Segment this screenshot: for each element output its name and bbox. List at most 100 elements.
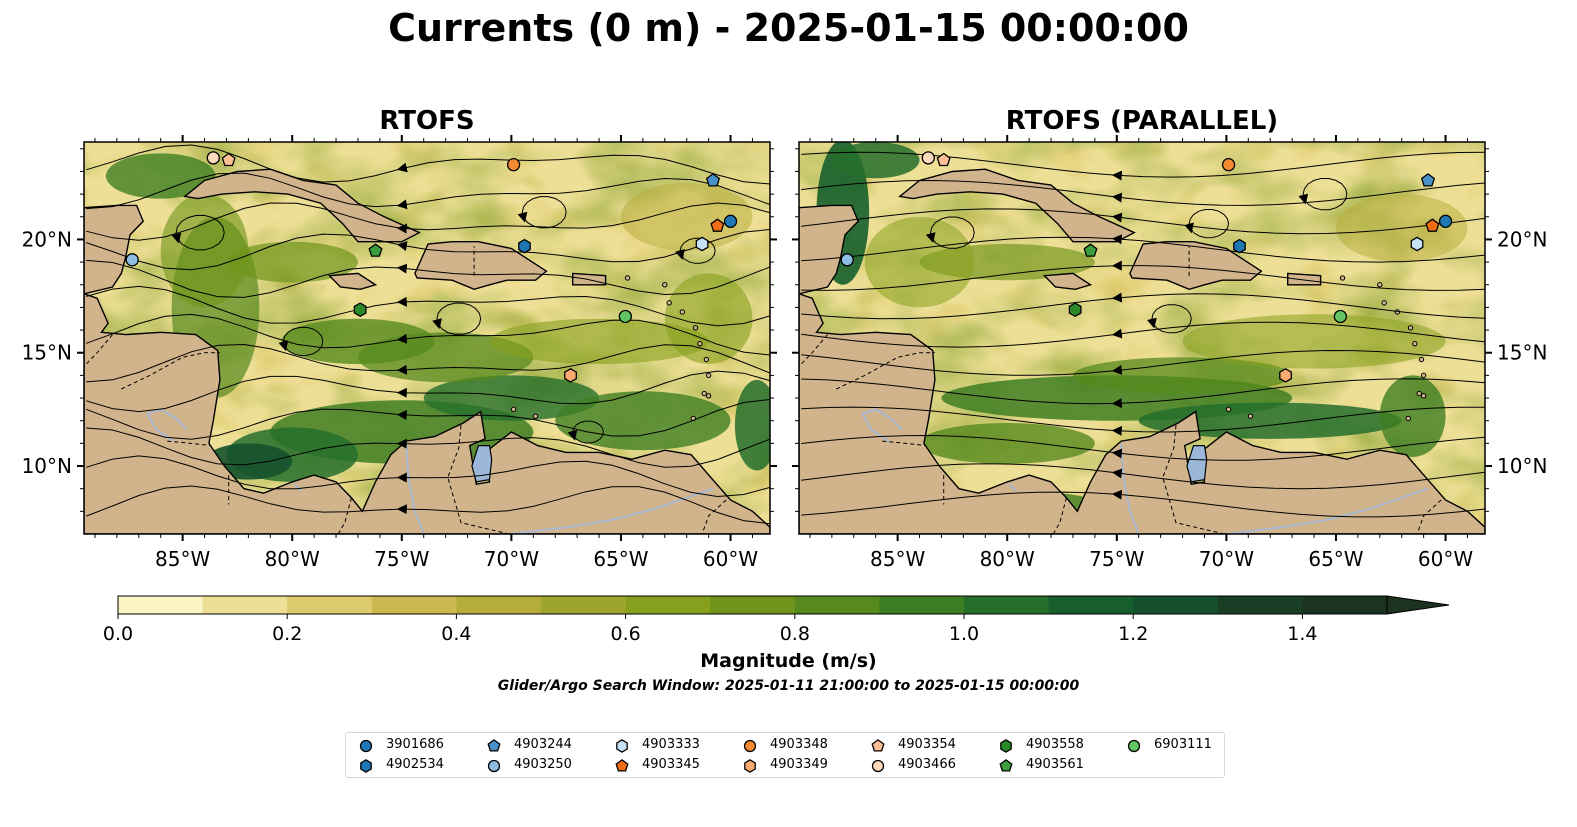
- streamline: [86, 259, 770, 298]
- island: [1247, 413, 1254, 419]
- current-jet: [620, 182, 753, 251]
- legend: 3901686 4902534 4903244 4903250 4903333 49033…: [345, 732, 1225, 778]
- map-panel-rtofs: 85°W 80°W 75°W 70°W 65°W 60°W 10°N 15°N 20°N: [22, 135, 777, 571]
- colorbar: 0.0 0.2 0.4 0.6 0.8 1.0 1.2 1.4: [103, 595, 1450, 645]
- lon-label: 80°W: [980, 547, 1035, 571]
- streamline: [801, 208, 1485, 235]
- streamline: [801, 151, 1485, 178]
- lon-label: 80°W: [265, 547, 320, 571]
- border: [1416, 499, 1442, 534]
- streamline: [801, 434, 1485, 461]
- lon-label: 60°W: [703, 547, 758, 571]
- river: [1008, 483, 1017, 492]
- float-4903466: [921, 151, 935, 165]
- border: [1052, 497, 1067, 534]
- panel-title-rtofs-parallel: RTOFS (PARALLEL): [1005, 106, 1279, 136]
- legend-label: 4903558: [1026, 737, 1084, 752]
- lon-label: 70°W: [484, 547, 539, 571]
- island: [1416, 390, 1422, 397]
- legend-label: 3901686: [386, 737, 444, 752]
- island: [666, 300, 672, 306]
- lon-label: 60°W: [1418, 547, 1473, 571]
- current-jet: [1072, 357, 1293, 394]
- colorbar-bin: [287, 596, 373, 614]
- float-4903333: [695, 236, 709, 252]
- legend-label: 4903250: [514, 757, 572, 772]
- current-jet: [664, 273, 753, 365]
- lat-label: 20°N: [22, 227, 72, 251]
- island: [624, 275, 631, 281]
- hexagon-marker-icon: [616, 739, 628, 753]
- colorbar-tick-label: 0.2: [272, 623, 302, 645]
- lake-maracaibo: [471, 445, 493, 483]
- river: [511, 487, 714, 534]
- river: [146, 408, 188, 442]
- panel-title-rtofs: RTOFS: [379, 106, 475, 136]
- float-4903349: [1279, 368, 1292, 383]
- lat-label: 15°N: [22, 341, 72, 365]
- streamline: [86, 202, 770, 241]
- float-4903561: [1083, 243, 1098, 257]
- current-jet: [734, 379, 770, 471]
- float-4903250: [840, 253, 854, 267]
- float-4903348: [506, 158, 521, 172]
- island: [692, 325, 699, 331]
- float-4903250: [125, 253, 139, 267]
- float-3901686: [1438, 214, 1453, 228]
- map-panel-rtofs-parallel: 85°W 80°W 75°W 70°W 65°W 60°W 10°N 15°N 20°N: [792, 135, 1547, 571]
- colorbar-bin: [794, 596, 880, 614]
- island: [1377, 282, 1383, 288]
- colorbar-bin: [202, 596, 288, 614]
- colorbar-bin: [1217, 596, 1303, 614]
- streamline: [86, 399, 770, 440]
- float-4903345: [1425, 218, 1440, 232]
- hexagon-marker-icon: [744, 759, 756, 773]
- streamline: [86, 485, 770, 525]
- border: [121, 352, 220, 390]
- streamline: [86, 313, 770, 356]
- border: [84, 286, 113, 295]
- river: [861, 408, 903, 442]
- border: [799, 334, 828, 367]
- island: [532, 413, 539, 419]
- colorbar-bin: [964, 596, 1050, 614]
- search-window-text: Glider/Argo Search Window: 2025-01-11 21…: [497, 678, 1080, 694]
- border: [337, 497, 352, 534]
- lon-label: 70°W: [1199, 547, 1254, 571]
- land-mainland: [84, 293, 770, 534]
- map-panels: 85°W 80°W 75°W 70°W 65°W 60°W 10°N 15°N 20°N 85°…: [22, 135, 1547, 571]
- float-3901686: [723, 214, 738, 228]
- legend-label: 4903354: [898, 737, 956, 752]
- legend-label: 4902534: [386, 757, 444, 772]
- circle-marker-icon: [1127, 739, 1141, 753]
- colorbar-bin: [625, 596, 711, 614]
- river: [293, 483, 302, 492]
- lon-label: 85°W: [155, 547, 210, 571]
- colorbar-bin: [1133, 596, 1219, 614]
- lat-label: 10°N: [22, 454, 72, 478]
- circle-marker-icon: [871, 759, 885, 773]
- land-jamaica: [327, 272, 378, 291]
- current-jet: [105, 153, 216, 199]
- colorbar-extend-arrow: [1386, 595, 1450, 615]
- streamline: [86, 229, 770, 271]
- current-jet: [555, 391, 731, 451]
- border: [836, 352, 935, 390]
- float-6903111: [1333, 309, 1347, 324]
- lon-label: 85°W: [870, 547, 925, 571]
- streamline: [801, 349, 1485, 376]
- lat-label: 10°N: [1497, 454, 1547, 478]
- river: [1120, 443, 1140, 534]
- streamline: [801, 265, 1485, 291]
- lat-label: 20°N: [1497, 227, 1547, 251]
- float-4902534: [518, 238, 531, 254]
- streamline: [801, 236, 1485, 263]
- land-hispaniola: [1129, 241, 1263, 291]
- colorbar-bin: [879, 596, 965, 614]
- border: [167, 440, 212, 447]
- hexagon-marker-icon: [360, 759, 372, 773]
- current-jet: [489, 318, 709, 365]
- streamline: [86, 172, 770, 210]
- float-4903244: [705, 173, 721, 187]
- lon-label: 65°W: [593, 547, 648, 571]
